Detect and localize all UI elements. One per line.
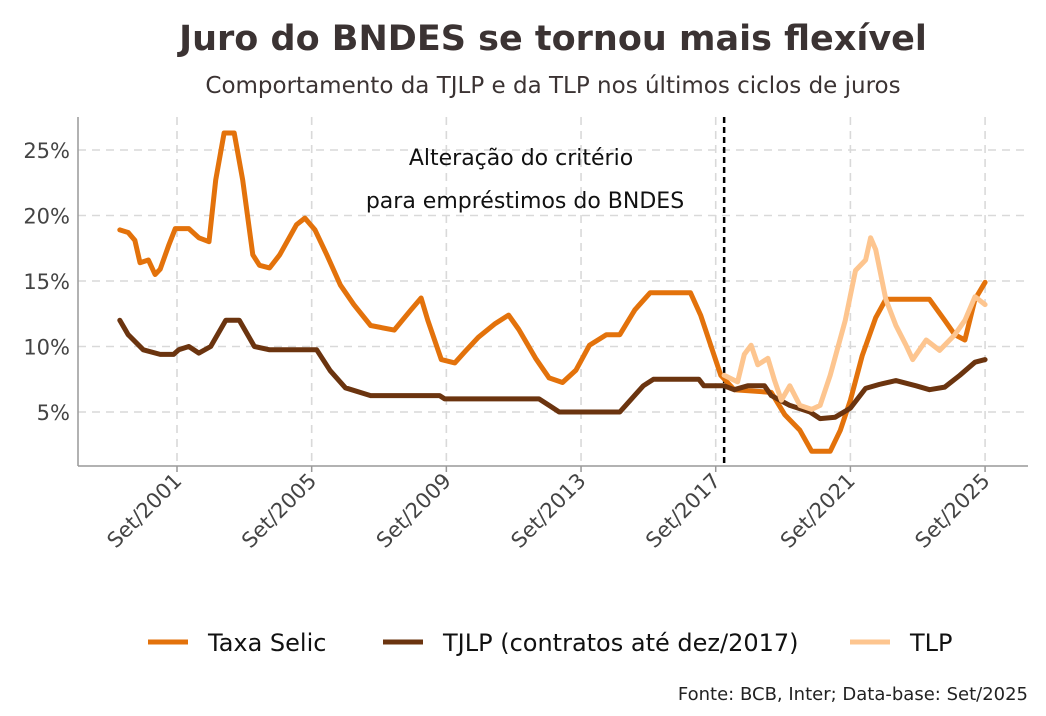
series-line-2 xyxy=(721,235,988,412)
chart-subtitle: Comportamento da TJLP e da TLP nos últim… xyxy=(205,73,900,99)
y-tick-label: 5% xyxy=(37,401,70,425)
y-tick-label: 15% xyxy=(23,270,70,294)
legend-label: TJLP (contratos até dez/2017) xyxy=(442,629,799,657)
x-tick-label: Set/2009 xyxy=(372,469,456,553)
x-tick-label: Set/2001 xyxy=(102,469,186,553)
annotation: Alteração do critério para empréstimos d… xyxy=(366,146,684,214)
legend-label: Taxa Selic xyxy=(207,629,326,657)
annotation-line-1: Alteração do critério xyxy=(409,146,633,171)
legend-label: TLP xyxy=(909,629,953,657)
x-tick-label: Set/2013 xyxy=(506,469,590,553)
y-tick-label: 10% xyxy=(23,336,70,360)
y-tick-label: 20% xyxy=(23,205,70,229)
x-tick-label: Set/2017 xyxy=(641,469,725,553)
x-tick-label: Set/2021 xyxy=(776,469,860,553)
series-line-1 xyxy=(117,317,988,422)
series-lines xyxy=(117,117,988,466)
x-tick-label: Set/2005 xyxy=(237,469,321,553)
chart-title: Juro do BNDES se tornou mais flexível xyxy=(177,19,927,59)
x-tick-label: Set/2025 xyxy=(910,469,994,553)
series-line-0 xyxy=(117,130,988,454)
annotation-line-2: para empréstimos do BNDES xyxy=(366,189,684,214)
axes: 5% 10% 15% 20% 25% Set/2001 Set/2005 Set/2009 Se… xyxy=(23,117,1028,553)
legend: Taxa Selic TJLP (contratos até dez/2017) T… xyxy=(148,629,953,657)
source-note: Fonte: BCB, Inter; Data-base: Set/2025 xyxy=(678,684,1028,705)
y-tick-label: 25% xyxy=(23,139,70,163)
grid xyxy=(78,117,1028,466)
